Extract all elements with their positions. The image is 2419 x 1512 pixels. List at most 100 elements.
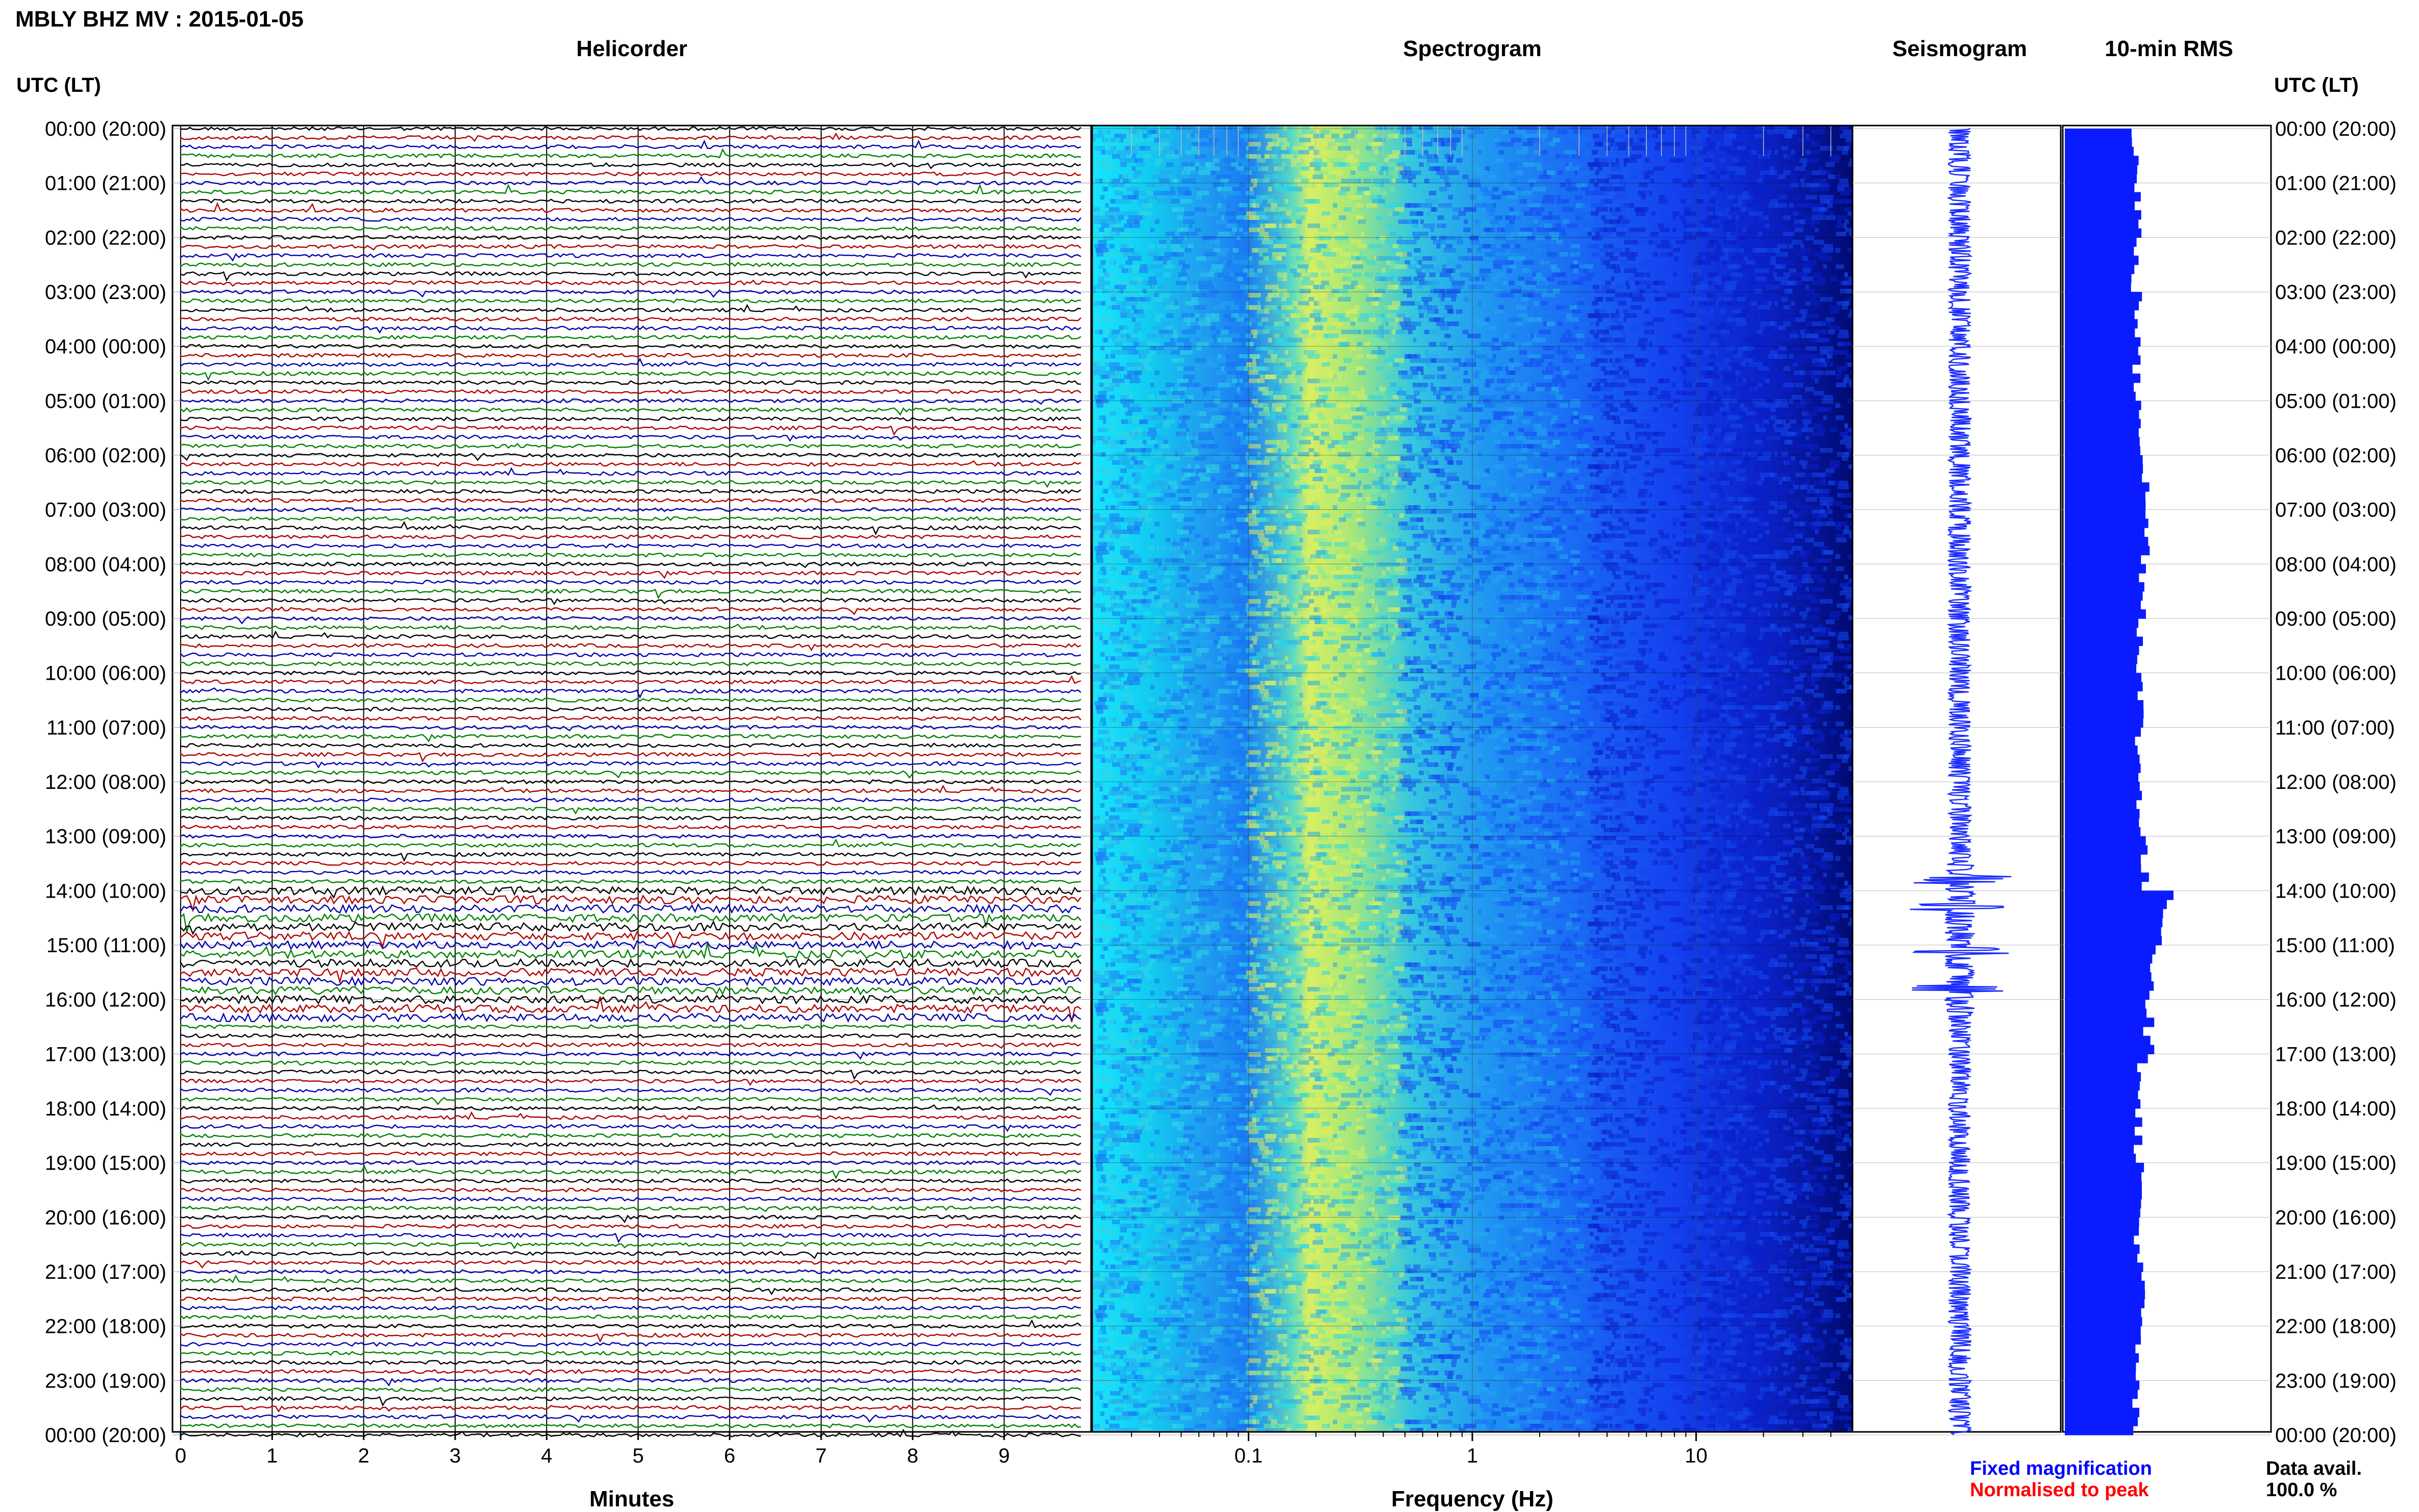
spectrogram-cell <box>1264 309 1270 314</box>
spectrogram-cell <box>1161 489 1173 493</box>
spectrogram-cell <box>1425 464 1429 469</box>
spectrogram-cell <box>1696 134 1710 138</box>
spectrogram-cell <box>1432 285 1439 289</box>
helicorder-trace <box>180 1396 1081 1407</box>
spectrogram-cell <box>1775 195 1787 200</box>
spectrogram-cell <box>1218 187 1232 191</box>
spectrogram-cell <box>1426 432 1429 436</box>
spectrogram-cell <box>1596 460 1606 465</box>
spectrogram-cell <box>1492 187 1499 191</box>
spectrogram-cell <box>1309 146 1314 151</box>
spectrogram-cell <box>1559 126 1569 130</box>
spectrogram-cell <box>1616 232 1625 236</box>
spectrogram-cell <box>1523 383 1532 387</box>
spectrogram-cell <box>1092 289 1096 293</box>
spectrogram-cell <box>1256 158 1266 163</box>
spectrogram-cell <box>1742 346 1755 351</box>
spectrogram-cell <box>1582 203 1593 208</box>
spectrogram-cell <box>1600 158 1614 163</box>
spectrogram-cell <box>1606 187 1611 191</box>
helicorder-trace <box>180 253 1081 262</box>
spectrogram-cell <box>1351 130 1358 134</box>
spectrogram-cell <box>1158 142 1170 146</box>
spectrogram-cell <box>1620 403 1634 408</box>
spectrogram-cell <box>1297 415 1309 420</box>
spectrogram-cell <box>1281 464 1286 469</box>
spectrogram-cell <box>1110 215 1115 220</box>
spectrogram-cell <box>1698 448 1709 453</box>
spectrogram-cell <box>1420 219 1424 224</box>
spectrogram-cell <box>1613 187 1619 191</box>
spectrogram-cell <box>1368 395 1383 400</box>
spectrogram-cell <box>1126 362 1136 367</box>
spectrogram-cell <box>1787 432 1797 436</box>
spectrogram-cell <box>1263 240 1274 244</box>
spectrogram-cell <box>1801 277 1814 281</box>
spectrogram-cell <box>1624 391 1638 395</box>
spectrogram-cell <box>1523 317 1534 322</box>
helicorder-trace <box>180 870 1081 875</box>
spectrogram-cell <box>1726 301 1732 306</box>
spectrogram-cell <box>1741 362 1748 367</box>
spectrogram-cell <box>1733 313 1747 318</box>
spectrogram-cell <box>1542 215 1553 220</box>
spectrogram-cell <box>1314 317 1321 322</box>
spectrogram-cell <box>1535 289 1547 293</box>
spectrogram-cell <box>1241 468 1250 473</box>
spectrogram-cell <box>1748 211 1763 216</box>
spectrogram-cell <box>1739 358 1754 363</box>
spectrogram-cell <box>1172 207 1184 212</box>
spectrogram-cell <box>1543 170 1547 175</box>
helicorder-trace <box>180 1274 1081 1284</box>
spectrogram-cell <box>1505 293 1514 298</box>
spectrogram-cell <box>1726 452 1732 457</box>
spectrogram-cell <box>1769 166 1774 171</box>
spectrogram-cell <box>1701 130 1706 134</box>
spectrogram-cell <box>1667 244 1679 249</box>
spectrogram-cell <box>1293 272 1303 277</box>
spectrogram-cell <box>1623 138 1629 142</box>
spectrogram-cell <box>1707 403 1719 408</box>
spectrogram-cell <box>1770 415 1776 420</box>
spectrogram-cell <box>1643 313 1647 318</box>
spectrogram-cell <box>1180 138 1191 142</box>
spectrogram-cell <box>1792 211 1803 216</box>
spectrogram-cell <box>1179 232 1189 236</box>
spectrogram-cell <box>1828 481 1835 485</box>
spectrogram-cell <box>1234 395 1241 400</box>
spectrogram-cell <box>1789 268 1797 273</box>
spectrogram-cell <box>1842 305 1848 310</box>
spectrogram-cell <box>1558 170 1563 175</box>
spectrogram-cell <box>1848 383 1853 387</box>
spectrogram-cell <box>1672 428 1680 432</box>
spectrogram-cell <box>1338 452 1351 457</box>
spectrogram-cell <box>1198 317 1206 322</box>
spectrogram-cell <box>1114 419 1122 424</box>
spectrogram-cell <box>1621 309 1630 314</box>
spectrogram-cell <box>1565 338 1577 342</box>
spectrogram-cell <box>1196 346 1202 351</box>
spectrogram-cell <box>1220 191 1233 195</box>
spectrogram-cell <box>1392 301 1400 306</box>
spectrogram-cell <box>1793 334 1799 338</box>
spectrogram-cell <box>1295 256 1304 261</box>
spectrogram-cell <box>1545 244 1554 249</box>
spectrogram-cell <box>1226 264 1241 269</box>
spectrogram-cell <box>1718 142 1721 146</box>
spectrogram-cell <box>1661 240 1670 244</box>
spectrogram-cell <box>1733 354 1747 359</box>
spectrogram-cell <box>1264 477 1272 481</box>
spectrogram-cell <box>1654 399 1663 404</box>
spectrogram-cell <box>1211 268 1221 273</box>
spectrogram-cell <box>1783 232 1794 236</box>
spectrogram-cell <box>1166 383 1175 387</box>
spectrogram-cell <box>1613 297 1625 302</box>
spectrogram-cell <box>1277 440 1287 444</box>
spectrogram-cell <box>1195 162 1200 167</box>
spectrogram-cell <box>1185 150 1199 155</box>
spectrogram-cell <box>1656 130 1665 134</box>
spectrogram-cell <box>1694 166 1701 171</box>
spectrogram-cell <box>1493 260 1505 265</box>
spectrogram-cell <box>1489 354 1493 359</box>
spectrogram-cell <box>1536 142 1541 146</box>
